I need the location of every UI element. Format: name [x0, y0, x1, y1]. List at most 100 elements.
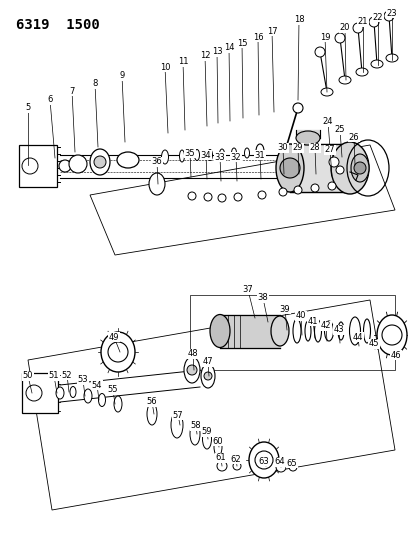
Ellipse shape	[201, 364, 215, 388]
Circle shape	[293, 103, 303, 113]
Circle shape	[255, 451, 273, 469]
Ellipse shape	[296, 131, 320, 145]
Bar	[19, 145, 57, 187]
Text: 44: 44	[353, 333, 363, 342]
Text: 35: 35	[185, 149, 195, 157]
Circle shape	[69, 155, 87, 173]
Ellipse shape	[386, 54, 398, 62]
Text: 10: 10	[160, 62, 170, 71]
Ellipse shape	[190, 423, 200, 445]
Text: 5: 5	[25, 103, 31, 112]
Text: 63: 63	[259, 456, 269, 465]
Text: 16: 16	[253, 33, 263, 42]
Text: 20: 20	[340, 23, 350, 33]
Ellipse shape	[351, 154, 369, 182]
Text: 14: 14	[224, 44, 234, 52]
Text: 34: 34	[201, 150, 211, 159]
Text: 32: 32	[231, 152, 241, 161]
Circle shape	[26, 385, 42, 401]
Ellipse shape	[101, 332, 135, 372]
Circle shape	[335, 33, 345, 43]
Ellipse shape	[70, 386, 76, 398]
Text: 24: 24	[323, 117, 333, 126]
Text: 33: 33	[215, 152, 225, 161]
Ellipse shape	[210, 314, 230, 348]
Ellipse shape	[171, 412, 183, 438]
Text: 23: 23	[387, 9, 397, 18]
Text: 17: 17	[267, 27, 277, 36]
Circle shape	[294, 186, 302, 194]
Ellipse shape	[114, 396, 122, 412]
Ellipse shape	[244, 148, 250, 158]
Circle shape	[233, 462, 241, 470]
Ellipse shape	[90, 149, 110, 175]
Text: 42: 42	[321, 321, 331, 330]
Text: 31: 31	[255, 150, 265, 159]
Text: 9: 9	[120, 71, 124, 80]
Text: 8: 8	[92, 79, 98, 88]
Text: 22: 22	[373, 12, 383, 21]
Ellipse shape	[256, 144, 264, 158]
Ellipse shape	[202, 429, 211, 449]
Circle shape	[382, 325, 402, 345]
Text: 51: 51	[49, 372, 59, 381]
Ellipse shape	[220, 149, 224, 159]
Text: 64: 64	[275, 457, 285, 466]
Ellipse shape	[356, 68, 368, 76]
Circle shape	[276, 462, 286, 472]
Text: 15: 15	[237, 38, 247, 47]
Ellipse shape	[162, 150, 169, 164]
Text: 43: 43	[334, 326, 344, 335]
Circle shape	[258, 191, 266, 199]
Circle shape	[315, 47, 325, 57]
Circle shape	[328, 182, 336, 190]
Ellipse shape	[338, 322, 344, 340]
Ellipse shape	[195, 149, 200, 160]
Ellipse shape	[180, 150, 184, 162]
Circle shape	[353, 23, 363, 33]
Text: 61: 61	[216, 454, 226, 463]
Text: 27: 27	[325, 146, 335, 155]
Text: 57: 57	[173, 410, 183, 419]
Ellipse shape	[214, 438, 222, 456]
Ellipse shape	[324, 321, 333, 341]
Text: 28: 28	[310, 143, 320, 152]
Text: 37: 37	[243, 286, 253, 295]
Ellipse shape	[149, 173, 165, 195]
Circle shape	[217, 461, 227, 471]
Ellipse shape	[231, 148, 237, 158]
Text: 45: 45	[369, 340, 379, 349]
Text: 36: 36	[152, 157, 162, 166]
Text: 38: 38	[257, 294, 268, 303]
Circle shape	[22, 158, 38, 174]
Ellipse shape	[305, 321, 311, 341]
Text: 41: 41	[308, 317, 318, 326]
Text: 58: 58	[191, 422, 201, 431]
Circle shape	[354, 162, 366, 174]
Text: 59: 59	[202, 427, 212, 437]
Text: 55: 55	[108, 385, 118, 394]
Text: 39: 39	[280, 304, 290, 313]
Text: 25: 25	[335, 125, 345, 134]
Ellipse shape	[56, 387, 64, 399]
Text: 30: 30	[278, 143, 288, 152]
Circle shape	[280, 158, 300, 178]
Text: 40: 40	[296, 311, 306, 320]
Text: 65: 65	[287, 458, 297, 467]
Ellipse shape	[249, 442, 279, 478]
Text: 11: 11	[178, 58, 188, 67]
Circle shape	[384, 11, 394, 21]
Circle shape	[204, 193, 212, 201]
Text: 6319  1500: 6319 1500	[16, 18, 100, 32]
Ellipse shape	[371, 60, 383, 68]
Circle shape	[369, 17, 379, 27]
Text: 26: 26	[349, 133, 359, 141]
Circle shape	[94, 156, 106, 168]
Ellipse shape	[331, 142, 369, 194]
Ellipse shape	[293, 319, 301, 343]
Text: 60: 60	[213, 437, 223, 446]
Text: 12: 12	[200, 52, 210, 61]
Text: 49: 49	[109, 333, 119, 342]
Circle shape	[289, 463, 297, 471]
Ellipse shape	[276, 144, 304, 192]
